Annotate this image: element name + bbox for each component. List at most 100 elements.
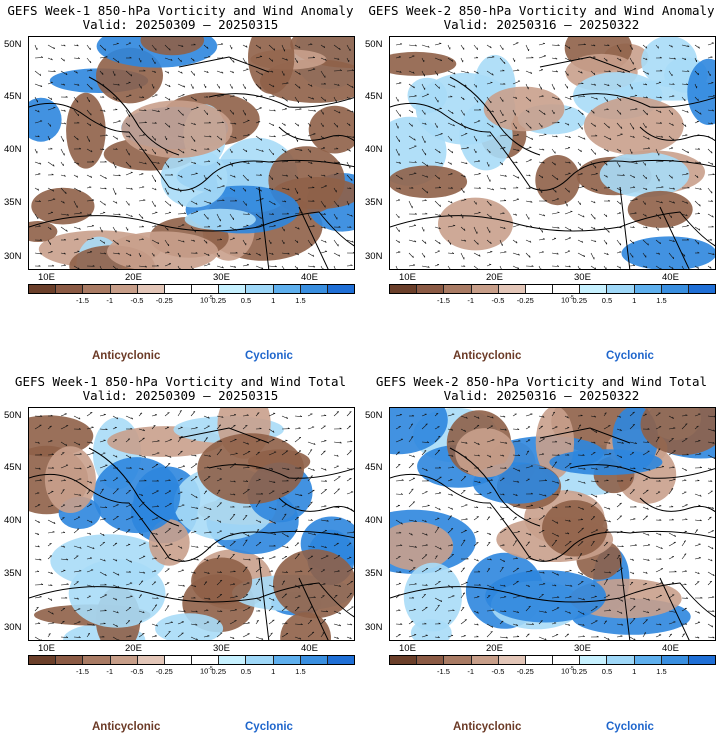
- wind-arrow-head: [271, 252, 274, 255]
- wind-arrow: [138, 57, 142, 63]
- wind-arrow: [486, 70, 494, 76]
- wind-arrow: [346, 506, 353, 511]
- wind-arrow-head: [260, 55, 263, 57]
- wind-arrow: [73, 161, 80, 165]
- wind-arrow: [255, 578, 261, 586]
- wind-arrow-head: [221, 71, 224, 74]
- wind-arrow: [229, 265, 236, 268]
- vorticity-shading: [549, 449, 663, 476]
- wind-arrow: [629, 57, 634, 65]
- wind-arrow: [616, 584, 625, 586]
- wind-arrow-head: [621, 599, 624, 602]
- lon-label: 10E: [38, 272, 55, 283]
- wind-arrow: [694, 636, 700, 639]
- wind-arrow-head: [40, 415, 43, 417]
- wind-arrow: [681, 504, 688, 508]
- wind-arrow-head: [77, 597, 79, 600]
- wind-arrow: [307, 122, 312, 127]
- wind-arrow: [203, 506, 212, 510]
- wind-arrow: [681, 584, 687, 586]
- wind-arrow-head: [272, 85, 275, 88]
- colorbar-cell: [300, 285, 328, 293]
- wind-arrow-head: [581, 572, 583, 575]
- wind-arrow: [551, 622, 557, 625]
- wind-arrow-head: [350, 440, 353, 442]
- wind-arrow: [486, 631, 493, 638]
- wind-arrow: [177, 148, 185, 154]
- wind-arrow: [473, 480, 481, 484]
- wind-arrow-head: [257, 412, 260, 414]
- wind-arrow: [681, 109, 689, 113]
- wind-arrow: [60, 636, 68, 638]
- wind-arrow-head: [310, 606, 313, 608]
- wind-arrow-head: [622, 174, 625, 176]
- wind-arrow-head: [579, 437, 583, 439]
- wind-arrow-head: [167, 251, 170, 253]
- wind-arrow: [694, 493, 702, 497]
- wind-arrow: [268, 480, 276, 483]
- wind-arrow-head: [593, 201, 596, 204]
- colorbar-cell: [444, 285, 472, 293]
- wind-arrow-head: [695, 529, 699, 531]
- wind-arrow: [694, 610, 700, 614]
- wind-arrow: [447, 225, 456, 228]
- wind-arrow-head: [633, 597, 636, 600]
- wind-arrow-head: [297, 505, 300, 508]
- wind-arrow: [499, 529, 507, 534]
- wind-arrow: [473, 148, 477, 154]
- wind-arrow: [564, 558, 573, 560]
- wind-arrow: [294, 477, 300, 482]
- wind-arrow-head: [63, 59, 65, 62]
- wind-arrow-head: [608, 199, 611, 202]
- wind-arrow: [694, 543, 701, 547]
- wind-arrow: [590, 239, 597, 243]
- wind-arrow-head: [76, 175, 79, 178]
- wind-arrow-head: [168, 98, 171, 101]
- wind-arrow: [642, 161, 646, 166]
- wind-arrow-head: [271, 570, 274, 572]
- wind-arrow: [138, 518, 143, 521]
- wind-arrow-head: [450, 162, 452, 165]
- wind-arrow-head: [51, 453, 54, 455]
- wind-arrow-head: [234, 265, 237, 268]
- wind-arrow: [60, 200, 65, 204]
- wind-arrow-head: [437, 526, 440, 529]
- wind-arrow-head: [659, 504, 662, 507]
- wind-arrow-head: [339, 427, 342, 430]
- wind-arrow: [190, 107, 199, 111]
- wind-arrow-head: [144, 479, 147, 482]
- lat-label: 35N: [4, 568, 22, 579]
- wind-arrow: [460, 57, 464, 63]
- wind-arrow-head: [286, 479, 289, 482]
- wind-arrow-head: [647, 243, 649, 246]
- wind-arrow-head: [398, 199, 401, 201]
- wind-arrow-head: [492, 188, 495, 191]
- wind-arrow-head: [53, 70, 56, 72]
- wind-arrow: [34, 623, 41, 625]
- wind-arrow: [47, 251, 53, 254]
- wind-arrow-head: [65, 443, 68, 446]
- colorbar-cell: [390, 285, 418, 293]
- wind-arrow: [281, 44, 285, 52]
- lon-label: 20E: [486, 272, 503, 283]
- wind-arrow: [655, 608, 661, 612]
- wind-arrow: [681, 252, 686, 257]
- wind-arrow-head: [426, 175, 429, 178]
- wind-arrow: [99, 558, 106, 562]
- wind-arrow-head: [169, 125, 171, 128]
- cyclonic-label: Cyclonic: [606, 350, 654, 362]
- wind-arrow-head: [258, 578, 261, 581]
- wind-arrow: [642, 571, 648, 574]
- colorbar-tick-label: 0.25: [572, 296, 588, 305]
- wind-arrow-head: [153, 425, 156, 427]
- wind-arrow: [499, 109, 504, 117]
- wind-arrow-head: [232, 505, 235, 508]
- wind-arrow-head: [634, 505, 637, 508]
- wind-arrow-head: [324, 240, 327, 243]
- wind-arrow: [473, 415, 480, 419]
- wind-arrow-head: [336, 147, 339, 150]
- wind-arrow: [629, 605, 636, 612]
- wind-arrow: [538, 453, 545, 456]
- wind-arrow: [629, 411, 635, 417]
- wind-arrow: [47, 622, 55, 625]
